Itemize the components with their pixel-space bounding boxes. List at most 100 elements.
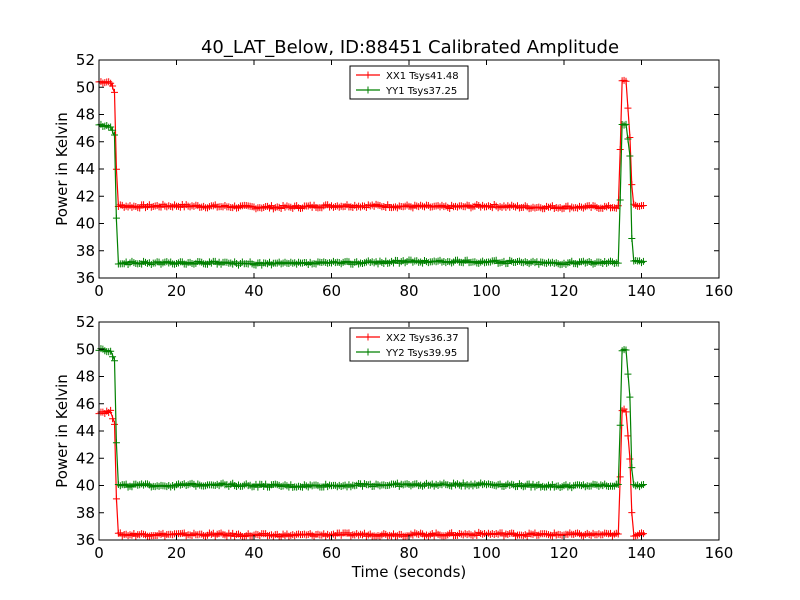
legend-box	[349, 65, 469, 100]
data-point	[510, 202, 518, 210]
legend: XX2 Tsys36.37 YY2 Tsys39.95	[349, 327, 469, 362]
x-tick-label: 100	[472, 544, 501, 562]
data-point	[570, 530, 578, 538]
data-point	[295, 482, 303, 490]
data-point	[419, 202, 427, 210]
data-point	[258, 204, 266, 212]
y-tick-label: 46	[76, 133, 95, 151]
data-point	[109, 126, 117, 134]
data-point	[628, 509, 636, 517]
data-point	[492, 530, 500, 538]
data-point	[622, 77, 630, 85]
data-point	[107, 123, 115, 131]
data-point	[531, 259, 539, 267]
data-point	[320, 202, 328, 210]
data-point	[262, 259, 270, 267]
data-point	[510, 481, 518, 489]
top-subplot: 0 20 40 60 80 100 120 140 160 36 38 40 42 44 46 48 50 52 P…	[53, 51, 733, 300]
data-point	[169, 531, 177, 539]
data-point	[103, 121, 111, 129]
data-point	[616, 473, 624, 481]
y-tick-label: 42	[76, 449, 95, 467]
data-point	[329, 257, 337, 265]
data-point	[546, 203, 554, 211]
data-point	[614, 530, 622, 538]
data-point	[407, 203, 415, 211]
data-point	[120, 260, 128, 268]
series-markers-1-2	[95, 120, 647, 269]
y-tick-label: 42	[76, 187, 95, 205]
data-point	[386, 481, 394, 489]
data-point	[219, 530, 227, 538]
data-point	[351, 258, 359, 266]
x-tick-label: 100	[472, 282, 501, 300]
data-point	[453, 203, 461, 211]
data-point	[122, 530, 130, 538]
legend-marker	[364, 333, 372, 341]
data-point	[438, 258, 446, 266]
data-point	[545, 531, 552, 539]
series-markers-2-1	[95, 405, 647, 541]
data-point	[608, 258, 616, 266]
y-axis-label: Power in Kelvin	[53, 374, 71, 488]
data-point	[535, 203, 543, 211]
data-point	[597, 258, 605, 266]
data-point	[190, 202, 198, 210]
x-tick-label: 140	[627, 544, 656, 562]
data-point	[568, 203, 576, 211]
data-point	[628, 181, 636, 189]
data-point	[318, 531, 326, 539]
data-point	[329, 530, 337, 538]
data-point	[246, 481, 254, 489]
data-point	[264, 260, 272, 268]
y-tick-label: 36	[76, 269, 95, 287]
data-point	[624, 104, 632, 112]
series-line-1-2	[99, 123, 646, 265]
y-tick-label: 40	[76, 215, 95, 233]
data-point	[194, 202, 202, 210]
data-point	[364, 531, 372, 539]
data-point	[273, 481, 281, 489]
chart-title: 40_LAT_Below, ID:88451 Calibrated Amplit…	[201, 37, 619, 58]
data-point	[112, 439, 120, 447]
data-point	[581, 203, 589, 211]
data-point	[339, 482, 347, 490]
data-point	[616, 196, 624, 204]
data-point	[587, 258, 595, 266]
data-point	[486, 258, 494, 266]
data-point	[165, 259, 173, 267]
data-point	[494, 530, 502, 538]
data-point	[494, 481, 502, 489]
x-tick-label: 40	[244, 282, 263, 300]
data-point	[444, 481, 452, 489]
y-tick-label: 52	[76, 313, 95, 331]
data-point	[548, 258, 556, 266]
data-point	[479, 530, 487, 538]
data-point	[570, 482, 578, 490]
data-point	[628, 464, 636, 472]
legend-label: YY1 Tsys37.25	[385, 86, 457, 97]
data-point	[194, 531, 202, 539]
data-point	[543, 530, 551, 538]
legend-label: XX2 Tsys36.37	[386, 333, 459, 344]
data-point	[101, 79, 109, 87]
x-tick-label: 160	[705, 282, 734, 300]
data-point	[250, 203, 258, 211]
x-tick-label: 0	[94, 544, 104, 562]
data-point	[382, 530, 390, 538]
data-point	[126, 202, 134, 210]
data-point	[614, 259, 622, 267]
data-point	[101, 122, 109, 130]
x-tick-label: 40	[244, 544, 263, 562]
data-point	[109, 415, 117, 423]
data-point	[145, 532, 153, 540]
data-point	[622, 346, 630, 354]
data-point	[335, 203, 343, 211]
data-point	[207, 259, 215, 267]
y-tick-label: 44	[76, 422, 95, 440]
data-point	[111, 420, 118, 428]
data-point	[622, 120, 630, 128]
x-tick-label: 0	[94, 282, 104, 300]
y-tick-label: 44	[76, 160, 95, 178]
data-point	[186, 258, 194, 266]
